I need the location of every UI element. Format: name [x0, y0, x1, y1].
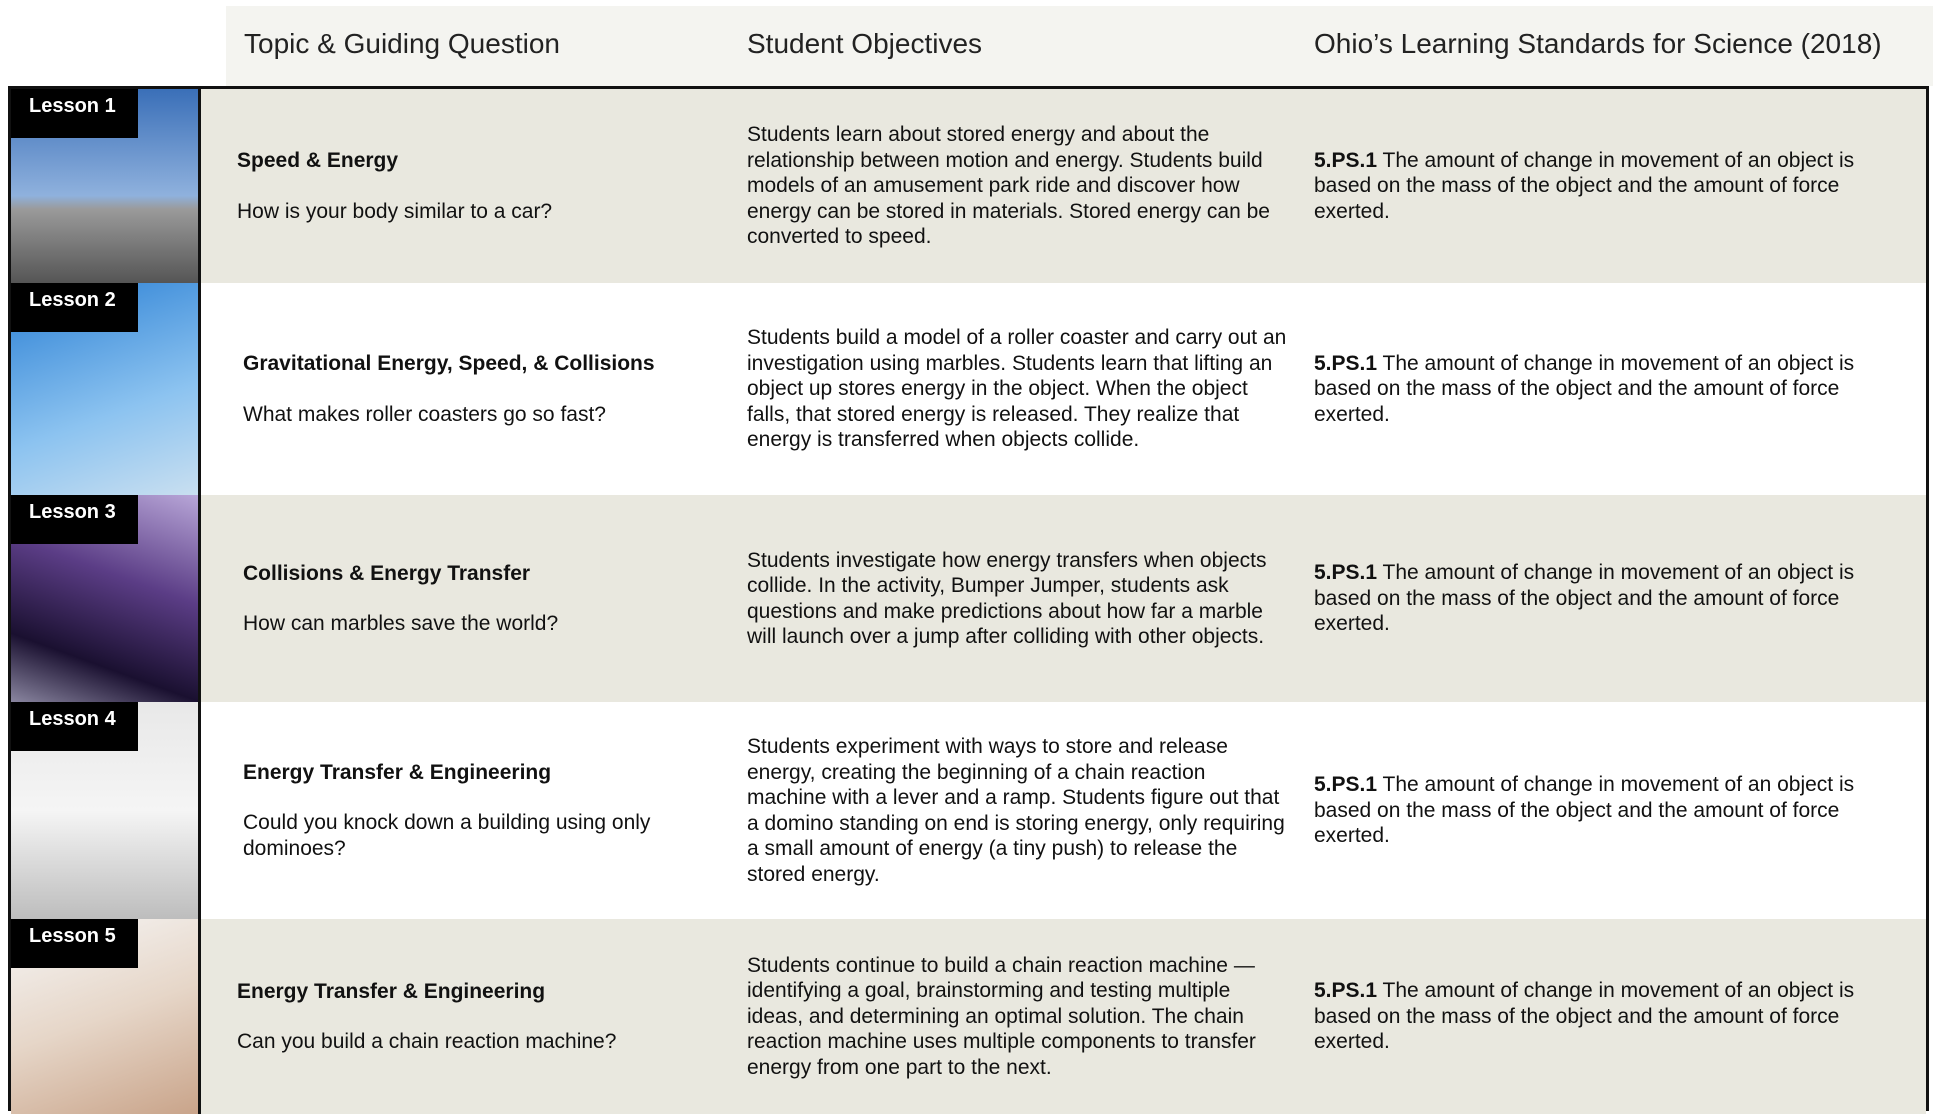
standard: 5.PS.1 The amount of change in movement …: [1314, 978, 1914, 1055]
standard-cell: 5.PS.1 The amount of change in movement …: [1314, 89, 1914, 283]
lesson-row: Lesson 2 Gravitational Energy, Speed, & C…: [11, 283, 1926, 495]
objectives-text: Students continue to build a chain react…: [747, 953, 1256, 1079]
lesson-label: Lesson 2: [11, 283, 138, 332]
standard-cell: 5.PS.1 The amount of change in movement …: [1314, 702, 1914, 919]
lesson-label: Lesson 5: [11, 919, 138, 968]
standard-code: 5.PS.1: [1314, 979, 1378, 1003]
guiding-question: How is your body similar to a car?: [237, 199, 553, 223]
objectives-cell: Students build a model of a roller coast…: [747, 283, 1287, 495]
standard: 5.PS.1 The amount of change in movement …: [1314, 560, 1914, 637]
standard: 5.PS.1 The amount of change in movement …: [1314, 772, 1914, 849]
lesson-image: Lesson 1: [11, 89, 201, 283]
column-header: Student Objectives: [747, 28, 983, 59]
objectives-cell: Students continue to build a chain react…: [747, 919, 1287, 1114]
standard-code: 5.PS.1: [1314, 148, 1378, 172]
guiding-question: Can you build a chain reaction machine?: [237, 1030, 617, 1053]
objectives-text: Students learn about stored energy and a…: [747, 123, 1270, 249]
topic-title: Collisions & Energy Transfer: [243, 561, 531, 585]
standard: 5.PS.1 The amount of change in movement …: [1314, 351, 1914, 428]
lesson-row: Lesson 4 Energy Transfer & Engineering Cou…: [11, 702, 1926, 919]
objectives-text: Students investigate how energy transfer…: [747, 548, 1267, 649]
objectives-cell: Students learn about stored energy and a…: [747, 89, 1287, 283]
topic-cell: Collisions & Energy Transfer How can marb…: [243, 495, 723, 702]
lesson-row: Lesson 3 Collisions & Energy Transfer How …: [11, 495, 1926, 702]
standard-text: The amount of change in movement of an o…: [1314, 979, 1855, 1054]
lesson-table: Lesson 1 Speed & Energy How is your body s…: [8, 86, 1929, 1114]
column-header: Topic & Guiding Question: [244, 28, 560, 59]
topic-cell: Energy Transfer & Engineering Can you bui…: [237, 919, 717, 1114]
lesson-label: Lesson 1: [11, 89, 138, 138]
standard-cell: 5.PS.1 The amount of change in movement …: [1314, 919, 1914, 1114]
topic-title: Energy Transfer & Engineering: [243, 760, 552, 784]
topic-title: Gravitational Energy, Speed, & Collision…: [243, 352, 655, 375]
guiding-question: What makes roller coasters go so fast?: [243, 402, 606, 426]
standard-text: The amount of change in movement of an o…: [1314, 773, 1855, 848]
standard: 5.PS.1 The amount of change in movement …: [1314, 148, 1914, 225]
lesson-image: Lesson 4: [11, 702, 201, 919]
lesson-image: Lesson 5: [11, 919, 201, 1114]
objectives-text: Students build a model of a roller coast…: [747, 326, 1287, 452]
objectives-text: Students experiment with ways to store a…: [747, 735, 1285, 886]
column-header: Ohio’s Learning Standards for Science (2…: [1314, 28, 1882, 59]
lesson-row: Lesson 1 Speed & Energy How is your body s…: [11, 89, 1926, 283]
standard-code: 5.PS.1: [1314, 561, 1378, 585]
lesson-label: Lesson 4: [11, 702, 138, 751]
standard-cell: 5.PS.1 The amount of change in movement …: [1314, 495, 1914, 702]
standard-cell: 5.PS.1 The amount of change in movement …: [1314, 283, 1914, 495]
topic-title: Speed & Energy: [237, 149, 399, 172]
standard-text: The amount of change in movement of an o…: [1314, 148, 1855, 223]
topic-cell: Gravitational Energy, Speed, & Collision…: [243, 283, 723, 495]
objectives-cell: Students experiment with ways to store a…: [747, 702, 1287, 919]
guiding-question: How can marbles save the world?: [243, 612, 559, 635]
standard-code: 5.PS.1: [1314, 351, 1378, 375]
standard-text: The amount of change in movement of an o…: [1314, 561, 1855, 636]
lesson-row: Lesson 5 Energy Transfer & Engineering Can…: [11, 919, 1926, 1114]
topic-cell: Speed & Energy How is your body similar t…: [237, 89, 717, 283]
standard-text: The amount of change in movement of an o…: [1314, 351, 1855, 426]
lesson-image: Lesson 3: [11, 495, 201, 702]
standard-code: 5.PS.1: [1314, 773, 1378, 797]
objectives-cell: Students investigate how energy transfer…: [747, 495, 1287, 702]
lesson-image: Lesson 2: [11, 283, 201, 495]
header: [226, 6, 1933, 86]
lesson-label: Lesson 3: [11, 495, 138, 544]
guiding-question: Could you knock down a building using on…: [243, 811, 651, 860]
topic-title: Energy Transfer & Engineering: [237, 979, 546, 1003]
topic-cell: Energy Transfer & Engineering Could you k…: [243, 702, 723, 919]
